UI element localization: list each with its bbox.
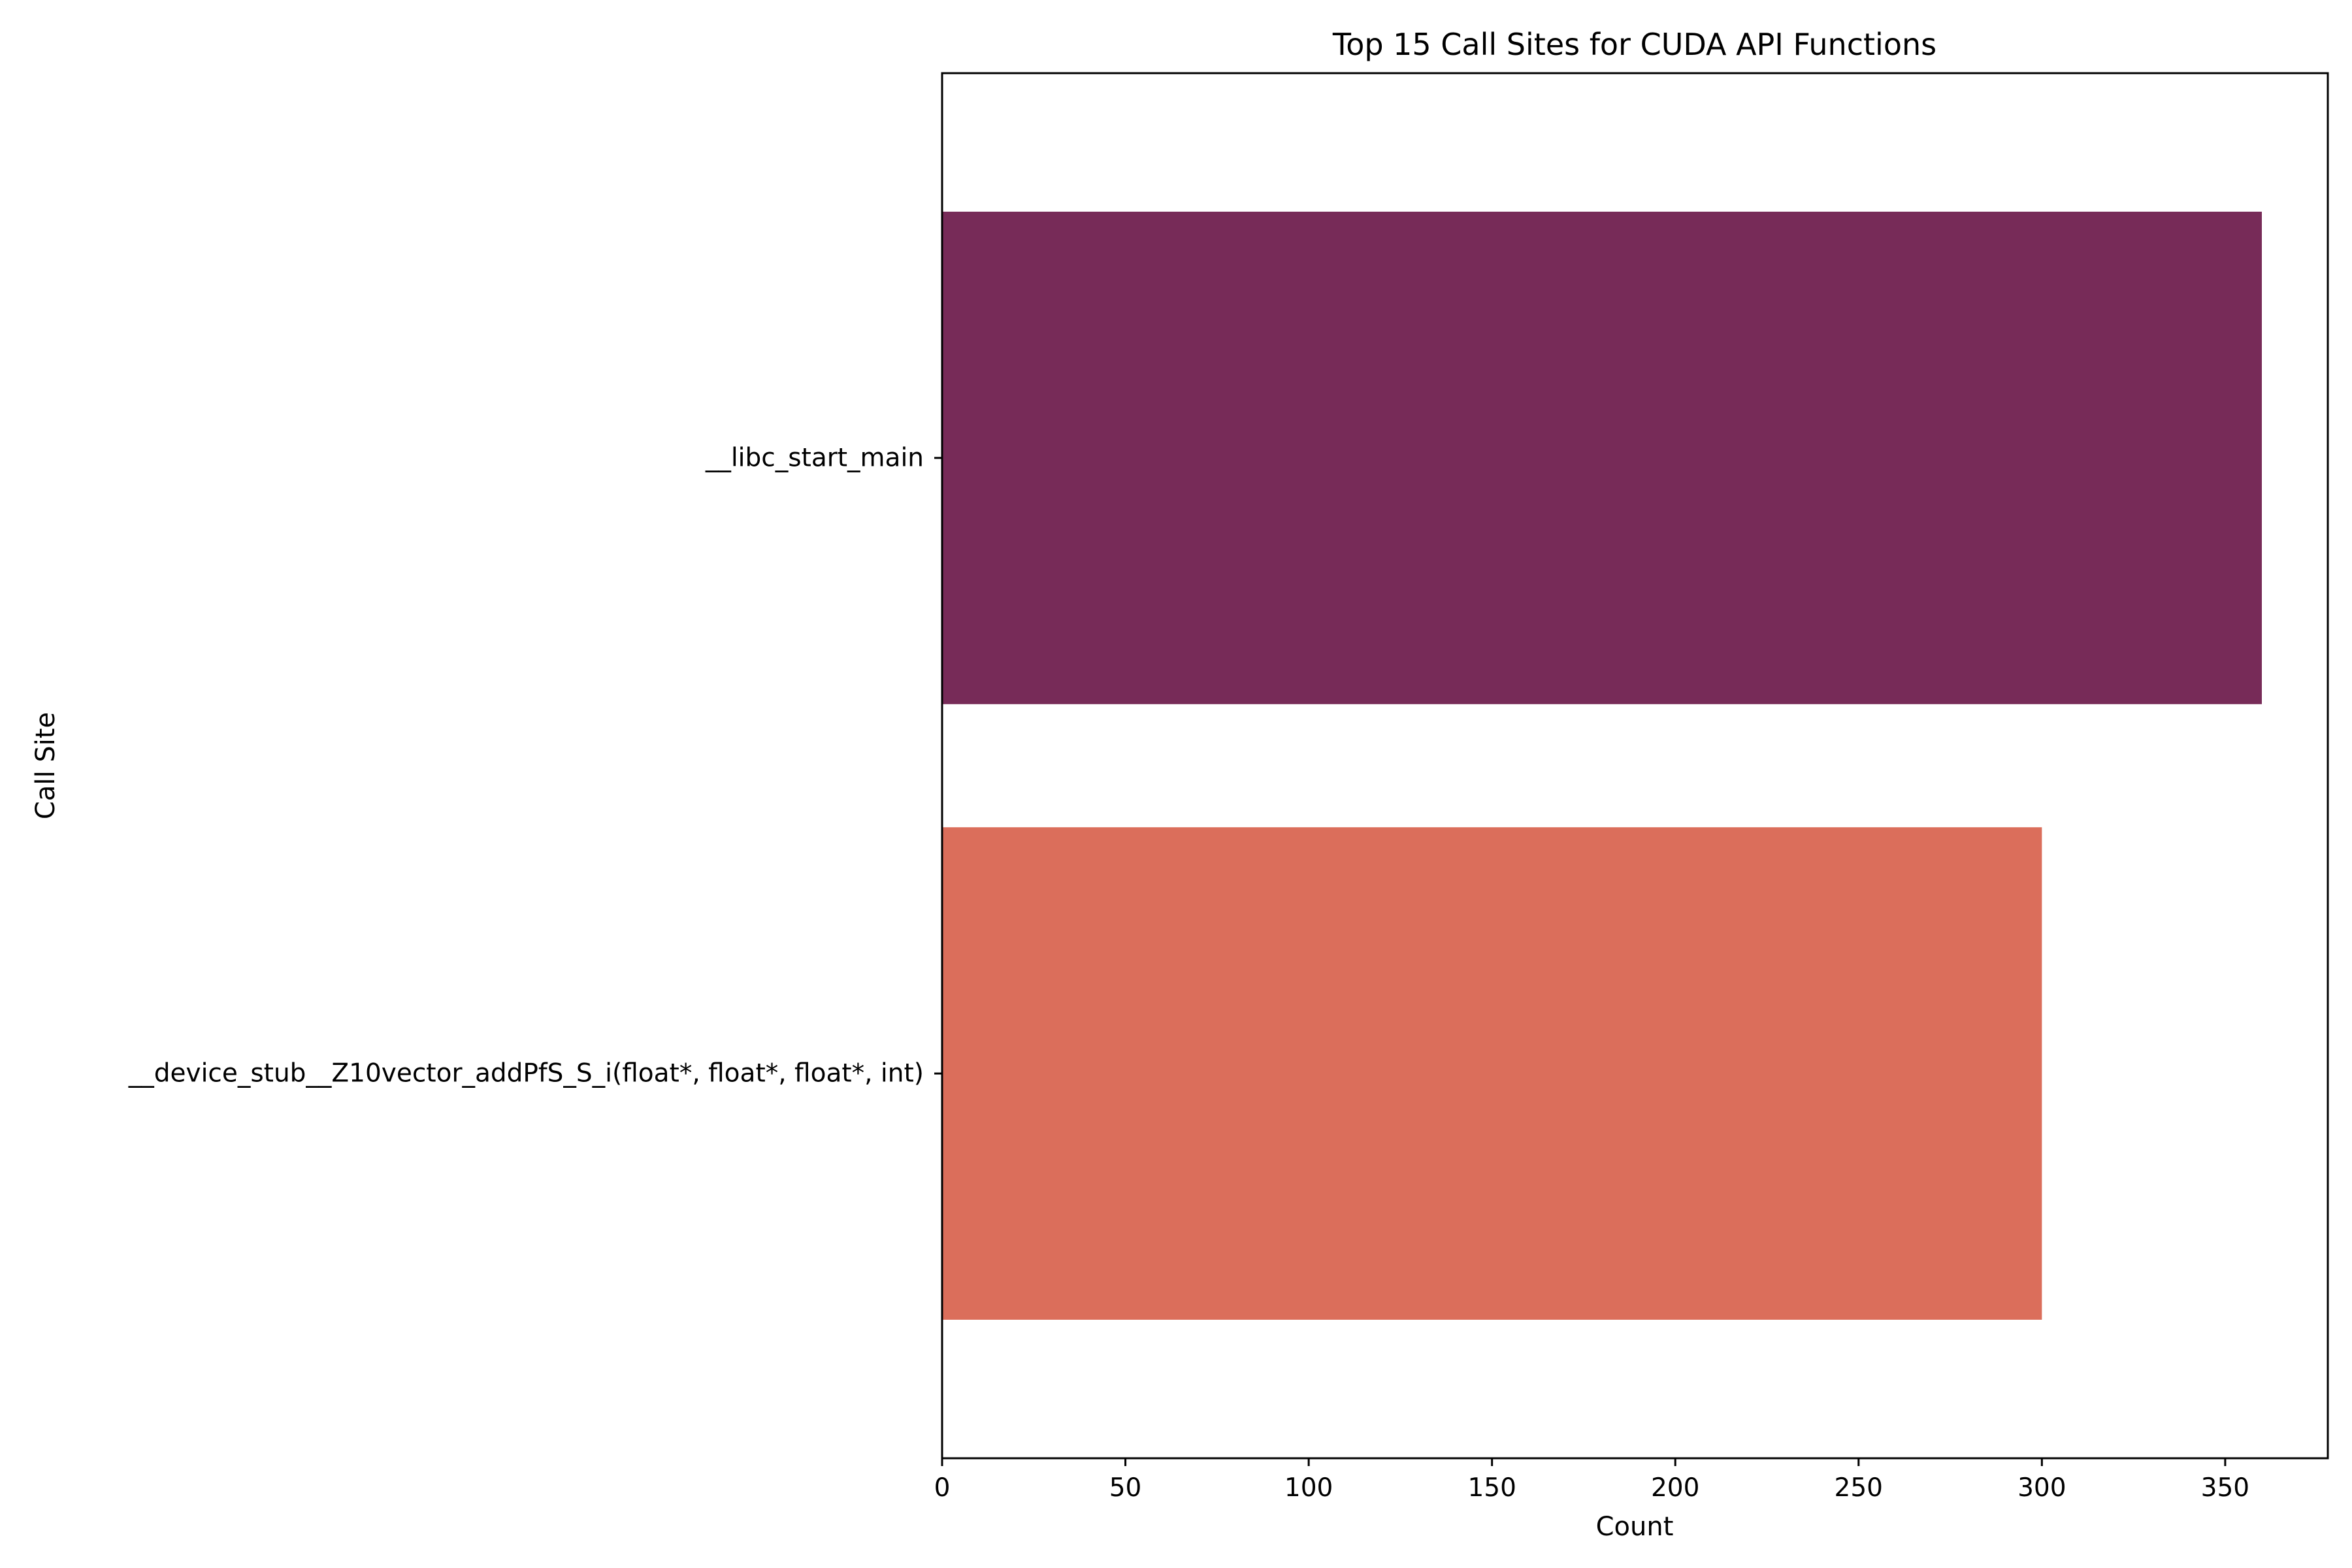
y-axis-label: Call Site: [31, 712, 61, 819]
y-tick-label: __device_stub__Z10vector_addPfS_S_i(floa…: [128, 1059, 924, 1088]
x-tick-label: 300: [2017, 1473, 2066, 1503]
bar-0: [942, 212, 2262, 704]
x-tick-label: 0: [934, 1473, 951, 1503]
x-tick-label: 250: [1835, 1473, 1883, 1503]
x-tick-label: 100: [1284, 1473, 1333, 1503]
x-tick-label: 350: [2201, 1473, 2249, 1503]
bar-1: [942, 827, 2042, 1320]
bars-group: [942, 212, 2262, 1320]
x-tick-label: 150: [1467, 1473, 1516, 1503]
y-ticks-group: __libc_start_main __device_stub__Z10vecto…: [128, 443, 942, 1088]
plot-frame: [941, 72, 2329, 1460]
chart-title: Top 15 Call Sites for CUDA API Functions: [1332, 27, 1936, 62]
x-ticks-group: 0 50 100 150 200 250 300 350: [934, 1458, 2249, 1503]
y-tick-label: __libc_start_main: [705, 443, 924, 472]
x-tick-label: 50: [1109, 1473, 1142, 1503]
x-tick-label: 200: [1651, 1473, 1699, 1503]
x-axis-label: Count: [1596, 1512, 1674, 1542]
